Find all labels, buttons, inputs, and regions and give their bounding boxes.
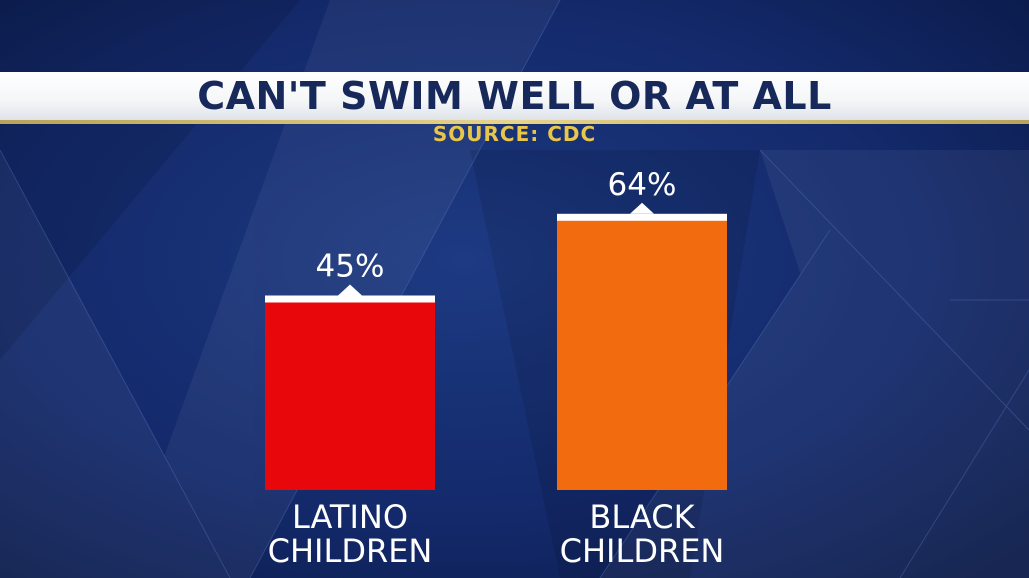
category-label-line: BLACK bbox=[589, 498, 695, 536]
category-label-line: LATINO bbox=[291, 498, 409, 536]
chart-title: CAN'T SWIM WELL OR AT ALL bbox=[197, 74, 832, 118]
title-bar bbox=[0, 72, 1029, 124]
value-label: 64% bbox=[608, 167, 677, 203]
category-label-line: CHILDREN bbox=[267, 532, 433, 570]
category-label: BLACK CHILDREN bbox=[512, 500, 772, 568]
value-label: 45% bbox=[316, 249, 385, 285]
bar-pointer bbox=[630, 202, 654, 214]
category-label: LATINO CHILDREN bbox=[220, 500, 480, 568]
bar-pointer bbox=[338, 284, 362, 296]
category-label-line: CHILDREN bbox=[559, 532, 725, 570]
source-label: SOURCE: CDC bbox=[432, 122, 597, 146]
bar-cap bbox=[265, 295, 435, 303]
bar-black-children bbox=[557, 214, 727, 491]
bar-latino-children bbox=[265, 296, 435, 490]
bar-cap bbox=[557, 213, 727, 221]
